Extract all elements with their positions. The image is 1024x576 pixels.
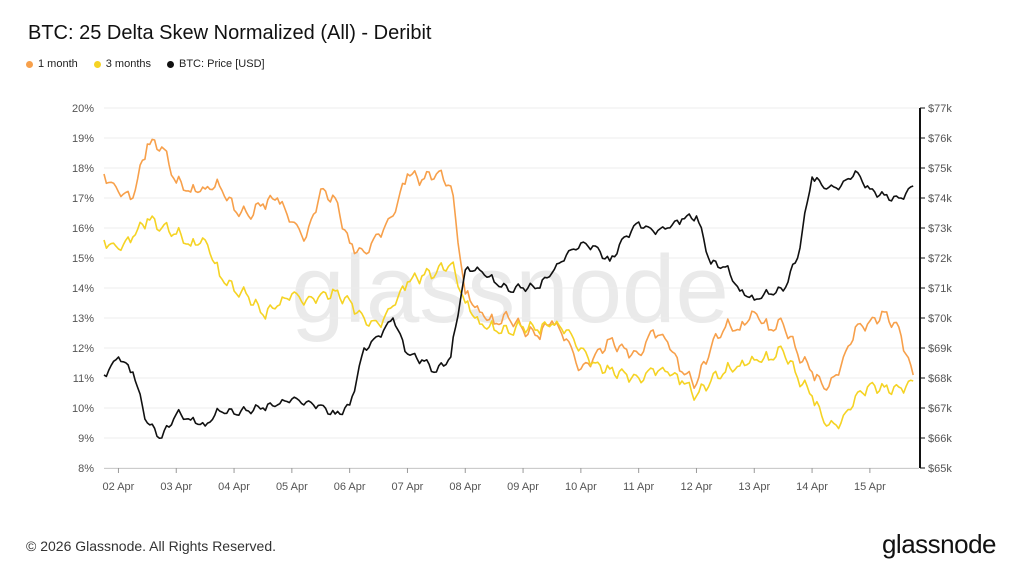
left-tick-label: 14% — [72, 283, 94, 295]
legend-item-btc-price[interactable]: BTC: Price [USD] — [167, 58, 265, 70]
x-tick-label: 03 Apr — [160, 481, 192, 493]
x-tick-label: 13 Apr — [738, 481, 770, 493]
legend-dot-1-month-icon — [26, 60, 33, 68]
right-tick-label: $65k — [928, 463, 952, 475]
chart-legend: 1 month 3 months BTC: Price [USD] — [26, 58, 265, 70]
chart-series — [103, 138, 914, 439]
right-tick-label: $69k — [928, 343, 952, 355]
legend-item-1-month[interactable]: 1 month — [26, 58, 78, 70]
left-tick-label: 15% — [72, 253, 94, 265]
watermark: glassnode — [291, 236, 729, 343]
x-tick-label: 11 Apr — [623, 481, 654, 493]
x-tick-label: 10 Apr — [565, 481, 597, 493]
x-tick-label: 14 Apr — [796, 481, 828, 493]
left-tick-label: 12% — [72, 343, 94, 355]
right-tick-label: $74k — [928, 193, 952, 205]
legend-label-1-month: 1 month — [38, 58, 78, 70]
left-tick-label: 9% — [78, 433, 94, 445]
left-axis: 8% 9% 10% 11% 12% 13% 14% 15% 16% 17% 18% 19% 20% — [72, 103, 94, 475]
series-line-3-months — [103, 215, 914, 430]
right-tick-label: $72k — [928, 253, 952, 265]
right-tick-label: $70k — [928, 313, 952, 325]
x-axis: 02 Apr 03 Apr 04 Apr 05 Apr 06 Apr 07 Apr 08 A… — [103, 468, 919, 493]
legend-dot-btc-price-icon — [167, 60, 174, 68]
x-tick-label: 05 Apr — [276, 481, 308, 493]
series-line-1-month — [103, 138, 914, 391]
legend-label-btc-price: BTC: Price [USD] — [179, 58, 265, 70]
left-tick-label: 13% — [72, 313, 94, 325]
right-tick-label: $73k — [928, 223, 952, 235]
right-tick-label: $66k — [928, 433, 952, 445]
glassnode-logo: glassnode — [881, 529, 997, 559]
right-tick-label: $71k — [928, 283, 952, 295]
right-tick-label: $76k — [928, 133, 952, 145]
left-tick-label: 16% — [72, 223, 94, 235]
left-tick-label: 18% — [72, 163, 94, 175]
x-tick-label: 12 Apr — [681, 481, 713, 493]
left-tick-label: 17% — [72, 193, 94, 205]
legend-item-3-months[interactable]: 3 months — [93, 58, 151, 70]
left-tick-label: 20% — [72, 103, 94, 115]
right-tick-label: $77k — [928, 103, 952, 115]
left-tick-label: 8% — [78, 463, 94, 475]
legend-label-3-months: 3 months — [105, 58, 151, 70]
copyright-text: © 2026 Glassnode. All Rights Reserved. — [26, 538, 277, 554]
x-tick-label: 04 Apr — [218, 481, 250, 493]
page-title: BTC: 25 Delta Skew Normalized (All) - De… — [28, 22, 432, 44]
left-tick-label: 10% — [72, 403, 94, 415]
right-tick-label: $67k — [928, 403, 952, 415]
x-tick-label: 09 Apr — [507, 481, 539, 493]
right-axis: $65k $66k $67k $68k $69k $70k $71k $72k $73k $74k… — [919, 103, 952, 475]
left-tick-label: 19% — [72, 133, 94, 145]
right-tick-label: $68k — [928, 373, 952, 385]
x-tick-label: 06 Apr — [334, 481, 366, 493]
x-tick-label: 08 Apr — [449, 481, 481, 493]
legend-dot-3-months-icon — [93, 60, 101, 68]
right-tick-label: $75k — [928, 163, 952, 175]
series-line-btc-price-usd — [103, 170, 914, 439]
left-tick-label: 11% — [73, 373, 94, 385]
x-tick-label: 15 Apr — [854, 481, 886, 493]
x-tick-label: 02 Apr — [103, 481, 135, 493]
x-tick-label: 07 Apr — [392, 481, 424, 493]
